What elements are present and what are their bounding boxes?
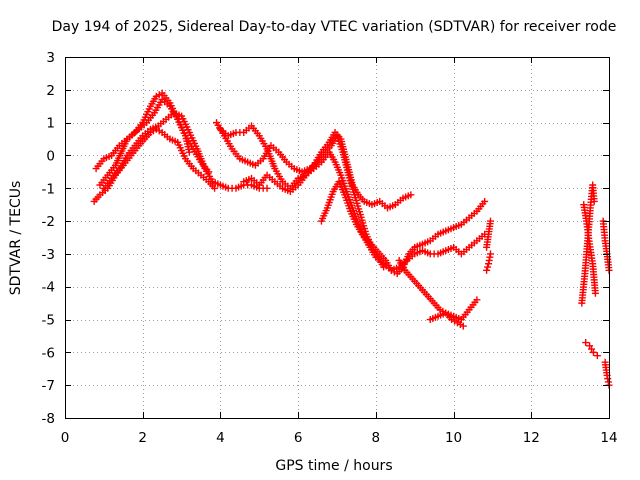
y-tick-label: -5 bbox=[42, 313, 55, 329]
series-arc-l bbox=[483, 217, 494, 251]
y-tick-label: -8 bbox=[42, 411, 55, 427]
series-arc-j bbox=[426, 296, 481, 324]
data-point-marker bbox=[484, 263, 492, 271]
data-point-marker bbox=[473, 296, 481, 304]
x-tick-label: 14 bbox=[600, 430, 617, 446]
y-tick-label: 2 bbox=[46, 83, 55, 99]
y-tick-label: 3 bbox=[46, 50, 55, 66]
data-point-marker bbox=[486, 250, 494, 258]
y-tick-label: -2 bbox=[42, 214, 55, 230]
data-point-marker bbox=[593, 352, 601, 360]
series-arc-f bbox=[216, 122, 415, 212]
series-arc-h bbox=[317, 178, 489, 278]
series-arc-a bbox=[90, 125, 219, 205]
x-tick-label: 8 bbox=[372, 430, 381, 446]
data-points bbox=[90, 89, 613, 389]
series-arc-g bbox=[240, 148, 489, 274]
chart-title: Day 194 of 2025, Sidereal Day-to-day VTE… bbox=[52, 19, 617, 35]
data-point-marker bbox=[591, 289, 599, 297]
data-point-marker bbox=[459, 322, 467, 330]
y-tick-label: -1 bbox=[42, 181, 55, 197]
data-point-marker bbox=[590, 197, 598, 205]
y-tick-label: 0 bbox=[46, 148, 55, 164]
y-axis-label: SDTVAR / TECUs bbox=[8, 181, 24, 296]
data-point-marker bbox=[407, 191, 415, 199]
x-axis-label: GPS time / hours bbox=[275, 458, 392, 474]
data-point-marker bbox=[589, 348, 597, 356]
data-point-marker bbox=[582, 339, 590, 347]
x-tick-label: 2 bbox=[138, 430, 147, 446]
series-arc-i bbox=[395, 256, 467, 330]
x-tick-label: 0 bbox=[61, 430, 70, 446]
grid bbox=[65, 57, 609, 418]
x-tick-label: 10 bbox=[445, 430, 462, 446]
series-arc-d bbox=[96, 96, 193, 189]
data-point-marker bbox=[185, 148, 193, 156]
x-tick-label: 12 bbox=[523, 430, 540, 446]
data-point-marker bbox=[483, 266, 491, 274]
y-tick-label: -4 bbox=[42, 280, 55, 296]
data-point-marker bbox=[481, 197, 489, 205]
series-arc-n bbox=[580, 201, 599, 297]
x-tick-label: 4 bbox=[216, 430, 225, 446]
series-arc-k bbox=[483, 250, 494, 274]
y-tick-label: -6 bbox=[42, 345, 55, 361]
x-tick-label: 6 bbox=[294, 430, 303, 446]
series-arc-p bbox=[582, 339, 601, 360]
y-tick-label: 1 bbox=[46, 116, 55, 132]
series-arc-o bbox=[599, 217, 613, 274]
y-tick-label: -3 bbox=[42, 247, 55, 263]
y-tick-label: -7 bbox=[42, 378, 55, 394]
series-arc-q bbox=[601, 358, 613, 389]
data-point-marker bbox=[263, 184, 271, 192]
data-point-marker bbox=[486, 217, 494, 225]
plot-frame bbox=[65, 57, 610, 419]
series-arc-c bbox=[100, 109, 271, 192]
